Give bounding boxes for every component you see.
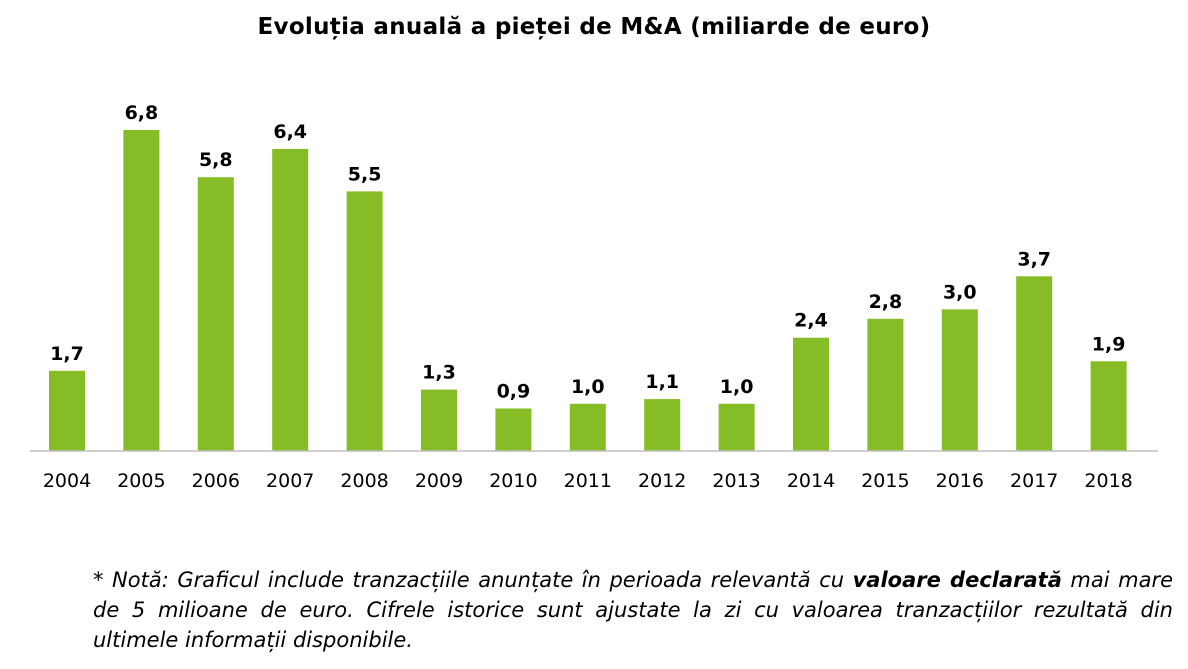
bar-2018	[1090, 361, 1127, 451]
bar-2009	[421, 389, 457, 451]
bar-2016	[941, 309, 978, 451]
bar-2015	[867, 318, 904, 451]
value-label-2005: 6,8	[125, 102, 159, 124]
value-label-2011: 1,0	[571, 376, 605, 398]
value-label-2014: 2,4	[794, 310, 828, 332]
x-tick-label-2018: 2018	[1084, 470, 1132, 492]
value-label-2006: 5,8	[199, 149, 233, 171]
x-tick-label-2014: 2014	[787, 470, 835, 492]
value-label-2004: 1,7	[50, 343, 84, 365]
x-tick-label-2006: 2006	[192, 470, 240, 492]
tick-labels-layer: 2004 2005 2006 2007 2008 2009 2010 2011 2012 2013…	[43, 470, 1133, 492]
x-tick-label-2013: 2013	[712, 470, 760, 492]
footnote-bold-text: valoare declarată	[852, 568, 1062, 592]
bar-2014	[793, 337, 829, 451]
footnote: * Notă: Graficul include tranzacțiile an…	[93, 565, 1173, 655]
bar-2007	[272, 148, 309, 451]
value-label-2008: 5,5	[348, 163, 382, 185]
bar-2011	[569, 403, 606, 451]
bar-2006	[197, 177, 234, 451]
x-tick-label-2005: 2005	[117, 470, 165, 492]
bars-layer	[49, 130, 1127, 452]
x-tick-label-2008: 2008	[340, 470, 388, 492]
x-tick-label-2010: 2010	[489, 470, 537, 492]
value-label-2009: 1,3	[422, 362, 456, 384]
x-tick-label-2011: 2011	[564, 470, 612, 492]
bar-2008	[346, 191, 383, 451]
chart-title: Evoluția anuală a pieței de M&A (miliard…	[257, 14, 931, 40]
value-labels-layer: 1,7 6,8 5,8 6,4 5,5 1,3 0,9 1,0 1,1 1,0 2,4 2,8 3,0 3…	[50, 102, 1125, 403]
bar-2017	[1016, 276, 1053, 451]
bar-2005	[123, 130, 160, 451]
x-tick-label-2017: 2017	[1010, 470, 1058, 492]
footnote-text-end: mai mare de 5 milioane de euro. Cifrele …	[93, 568, 1173, 652]
value-label-2015: 2,8	[869, 291, 903, 313]
value-label-2012: 1,1	[645, 371, 679, 393]
bar-2013	[718, 403, 755, 451]
value-label-2007: 6,4	[273, 121, 307, 143]
bar-2010	[495, 408, 532, 451]
value-label-2018: 1,9	[1092, 333, 1126, 355]
value-label-2013: 1,0	[720, 376, 754, 398]
bar-2004	[49, 370, 85, 452]
value-label-2010: 0,9	[497, 381, 531, 403]
value-label-2017: 3,7	[1017, 248, 1051, 270]
x-tick-label-2015: 2015	[861, 470, 909, 492]
footnote-text-start: * Notă: Graficul include tranzacțiile an…	[93, 568, 853, 592]
x-tick-label-2004: 2004	[43, 470, 91, 492]
x-tick-label-2007: 2007	[266, 470, 314, 492]
x-tick-label-2016: 2016	[936, 470, 984, 492]
x-tick-label-2012: 2012	[638, 470, 686, 492]
bar-chart: 1,7 6,8 5,8 6,4 5,5 1,3 0,9 1,0 1,1 1,0 2,4 2,8 3,0 3…	[30, 102, 1158, 492]
value-label-2016: 3,0	[943, 281, 977, 303]
bar-2012	[644, 399, 681, 451]
x-tick-label-2009: 2009	[415, 470, 463, 492]
